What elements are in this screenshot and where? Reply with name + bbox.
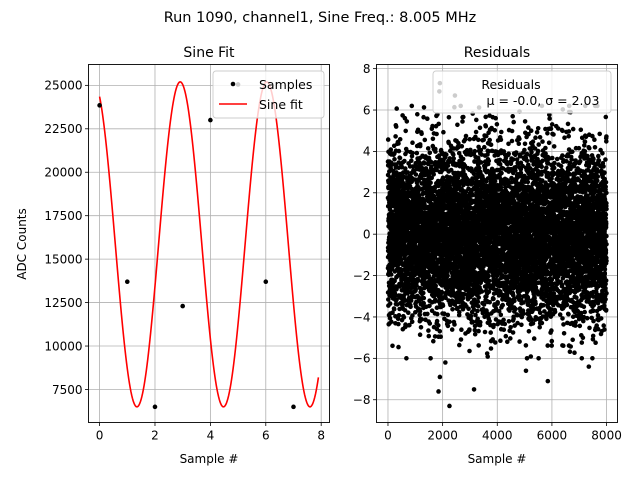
residual-outlier-point (447, 403, 452, 409)
sine-fit-axes-frame (88, 64, 330, 423)
sine-fit-plot-area (97, 81, 320, 410)
residual-outlier-point (436, 389, 441, 394)
residuals-ytick-label: −2 (353, 269, 371, 283)
sine-fit-legend: Samples Sine fit (212, 70, 325, 119)
residual-outlier-point (586, 364, 592, 369)
residuals-ytick-label: 0 (363, 227, 371, 241)
sample-point (208, 117, 213, 123)
sample-point (263, 279, 269, 285)
residual-outlier-point (523, 368, 529, 374)
residuals-ytick-label: 4 (363, 145, 371, 159)
sine-fit-xtick-label: 8 (317, 429, 325, 443)
legend-samples-marker (230, 81, 236, 87)
sine-fit-xlabel: Sample # (180, 452, 239, 466)
residuals-legend-box (432, 70, 612, 114)
sample-point (180, 303, 185, 309)
sine-fit-ytick-label: 17500 (44, 209, 82, 223)
residuals-xtick-label: 2000 (427, 429, 458, 443)
sine-fit-ytick-label: 12500 (44, 296, 82, 310)
sine-fit-panel: Sine Fit 0 2 4 6 8 7500 10000 12500 15000 17500 20… (15, 45, 330, 466)
residuals-xtick-label: 6000 (537, 429, 568, 443)
residual-outlier-point (471, 387, 477, 392)
residuals-panel: Residuals 0 2000 4000 6000 8000 −8 −6 −4 −2 0 2 4 6 8… (353, 45, 622, 466)
sine-fit-ytick-label: 22500 (44, 122, 82, 136)
sample-point (97, 103, 102, 108)
residual-outlier-point (443, 360, 448, 365)
residuals-ytick-label: 8 (363, 62, 371, 76)
sample-point (291, 404, 296, 410)
sine-fit-ytick-label: 7500 (52, 383, 83, 397)
sine-fit-ytick-label: 10000 (44, 339, 82, 353)
sine-fit-xtick-label: 2 (151, 429, 159, 443)
residuals-ytick-label: −8 (353, 393, 371, 407)
sine-fit-ylabel: ADC Counts (15, 208, 29, 280)
residuals-legend-stats: μ = -0.0, σ = 2.03 (487, 93, 600, 108)
legend-samples-label: Samples (259, 77, 312, 92)
residual-outlier-point (545, 378, 551, 384)
residuals-xtick-label: 4000 (482, 429, 513, 443)
sine-fit-ytick-label: 25000 (44, 79, 82, 93)
sine-fit-xtick-label: 0 (96, 429, 104, 443)
sine-fit-ytick-label: 15000 (44, 252, 82, 266)
residuals-ytick-label: 6 (363, 103, 371, 117)
residuals-xtick-label: 0 (384, 429, 392, 443)
residuals-legend-title: Residuals (481, 77, 540, 92)
residuals-ticks: 0 2000 4000 6000 8000 −8 −6 −4 −2 0 2 4 6 8 (353, 62, 622, 443)
sine-fit-ticks: 0 2 4 6 8 7500 10000 12500 15000 17500 20000 22500 2… (44, 79, 325, 443)
residuals-ytick-label: −6 (353, 352, 371, 366)
sine-fit-curve (98, 81, 320, 408)
sample-point (124, 279, 130, 285)
residuals-xlabel: Sample # (468, 452, 527, 466)
residual-points (385, 103, 609, 361)
sine-fit-legend-box (212, 70, 325, 119)
sample-point (152, 404, 158, 410)
sine-fit-xtick-label: 6 (262, 429, 270, 443)
residual-outlier-point (437, 374, 443, 380)
residuals-ytick-label: 2 (363, 186, 371, 200)
residuals-title: Residuals (464, 45, 530, 61)
residuals-legend: Residuals μ = -0.0, σ = 2.03 (432, 70, 612, 114)
sine-fit-xtick-label: 4 (207, 429, 215, 443)
sine-fit-ytick-label: 20000 (44, 166, 82, 180)
legend-sine-fit-label: Sine fit (259, 97, 303, 112)
sine-fit-title: Sine Fit (183, 45, 235, 61)
residuals-xtick-label: 8000 (591, 429, 622, 443)
residuals-axes-frame (376, 64, 618, 423)
residuals-ytick-label: −4 (353, 310, 371, 324)
figure-suptitle: Run 1090, channel1, Sine Freq.: 8.005 MH… (164, 10, 477, 26)
